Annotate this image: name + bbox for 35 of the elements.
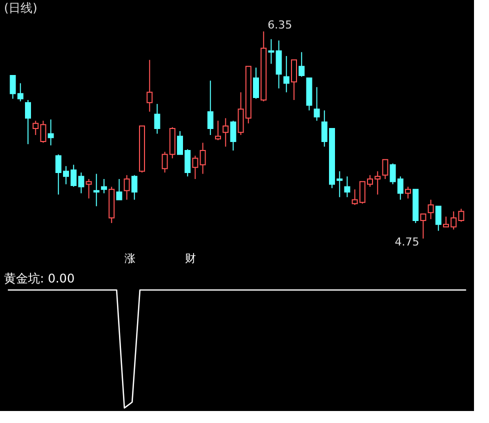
candlestick [101,178,107,194]
candlestick [131,174,138,200]
candlestick [93,173,100,207]
candlestick [222,118,229,148]
candlestick [268,38,274,64]
text: 涨 [124,252,136,265]
candlestick [215,120,221,141]
candlestick [291,59,297,101]
candlestick [253,67,259,100]
candlestick [298,52,305,78]
chart-title: 黄金坑: 0.00 [4,271,75,286]
candlestick [124,174,130,200]
candlestick [420,213,426,240]
candlestick [435,206,442,232]
candlestick [154,103,160,134]
candlestick [382,159,388,180]
annotation: 4.75 [394,236,420,249]
candlestick [230,120,236,152]
text: 6.35 [268,18,292,32]
candlestick [200,142,206,174]
candlestick [192,155,198,180]
candlestick [283,56,290,93]
candlestick [25,100,31,145]
candlestick [116,178,122,200]
text: 财 [184,252,196,265]
candlestick [207,80,214,136]
candlestick [405,186,411,199]
candlestick [48,118,54,146]
candlestick [276,40,282,89]
candlestick [428,199,434,220]
candlestick [344,176,350,198]
candlestick [146,59,153,112]
candlestick [86,178,92,199]
candlestick [314,86,320,122]
chart-title: (日线) [4,1,38,15]
